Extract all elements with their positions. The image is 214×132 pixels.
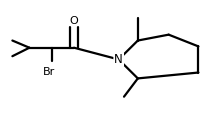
Text: Br: Br xyxy=(43,67,55,77)
Text: O: O xyxy=(70,16,78,26)
Text: N: N xyxy=(114,53,123,66)
